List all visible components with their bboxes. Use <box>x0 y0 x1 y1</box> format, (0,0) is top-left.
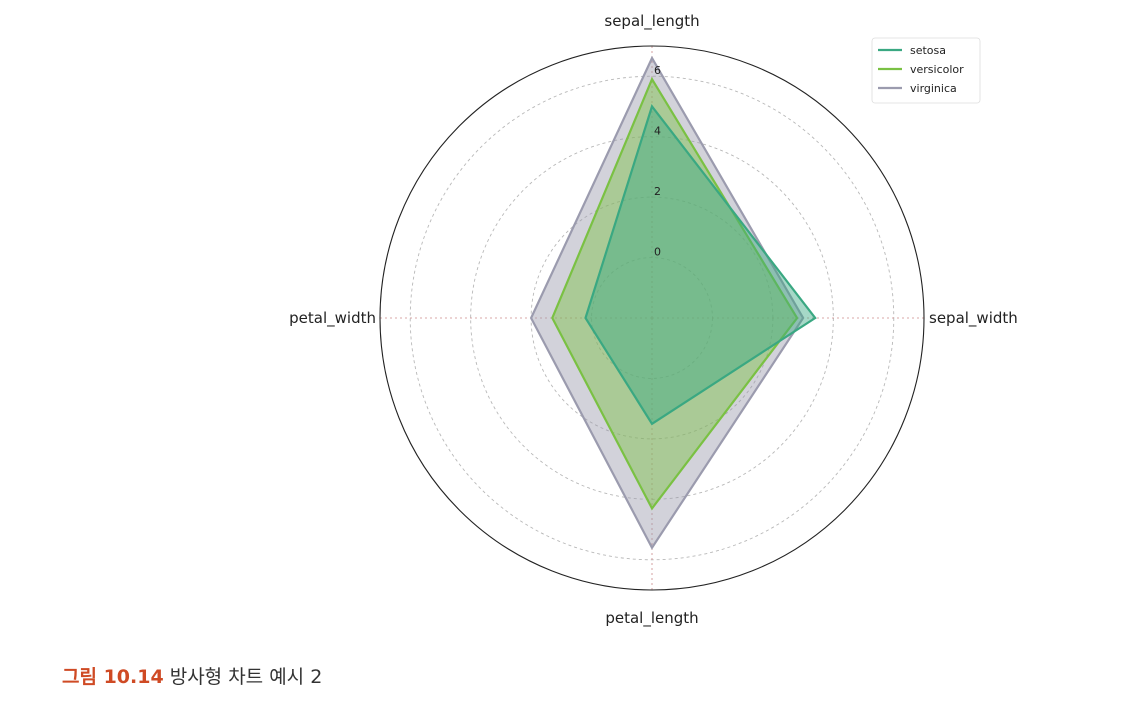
axis-label-layer: sepal_length sepal_width petal_length petal… <box>289 12 1018 628</box>
legend-box <box>871 37 981 104</box>
axis-label-sepal_width: sepal_width <box>929 309 1018 328</box>
axis-label-petal_length: petal_length <box>605 609 698 628</box>
series-virginica <box>529 55 805 550</box>
outer-frame <box>379 45 925 591</box>
r-tick-label: 6 <box>654 64 661 77</box>
r-tick-label: 0 <box>654 246 661 259</box>
legend-label-versicolor: versicolor <box>910 63 964 76</box>
figure-caption-text: 방사형 차트 예시 2 <box>163 666 323 688</box>
r-tick-label: 2 <box>654 185 661 198</box>
series-layer <box>529 55 817 550</box>
legend-label-virginica: virginica <box>910 82 957 95</box>
tick-layer: 0 2 4 6 <box>654 64 661 258</box>
radar-chart: 0 2 4 6 sepal_length sepal_width petal_length… <box>289 12 1018 628</box>
r-tick-label: 4 <box>654 125 661 138</box>
series-setosa <box>584 104 817 426</box>
figure-caption-label: 그림 10.14 <box>62 666 164 688</box>
axis-label-petal_width: petal_width <box>289 309 376 328</box>
figure-caption: 그림 10.14 방사형 차트 예시 2 <box>62 662 322 689</box>
legend-label-setosa: setosa <box>910 44 946 57</box>
series-versicolor <box>551 76 799 511</box>
axis-label-sepal_length: sepal_length <box>604 12 699 31</box>
legend: setosa versicolor virginica <box>871 37 981 104</box>
